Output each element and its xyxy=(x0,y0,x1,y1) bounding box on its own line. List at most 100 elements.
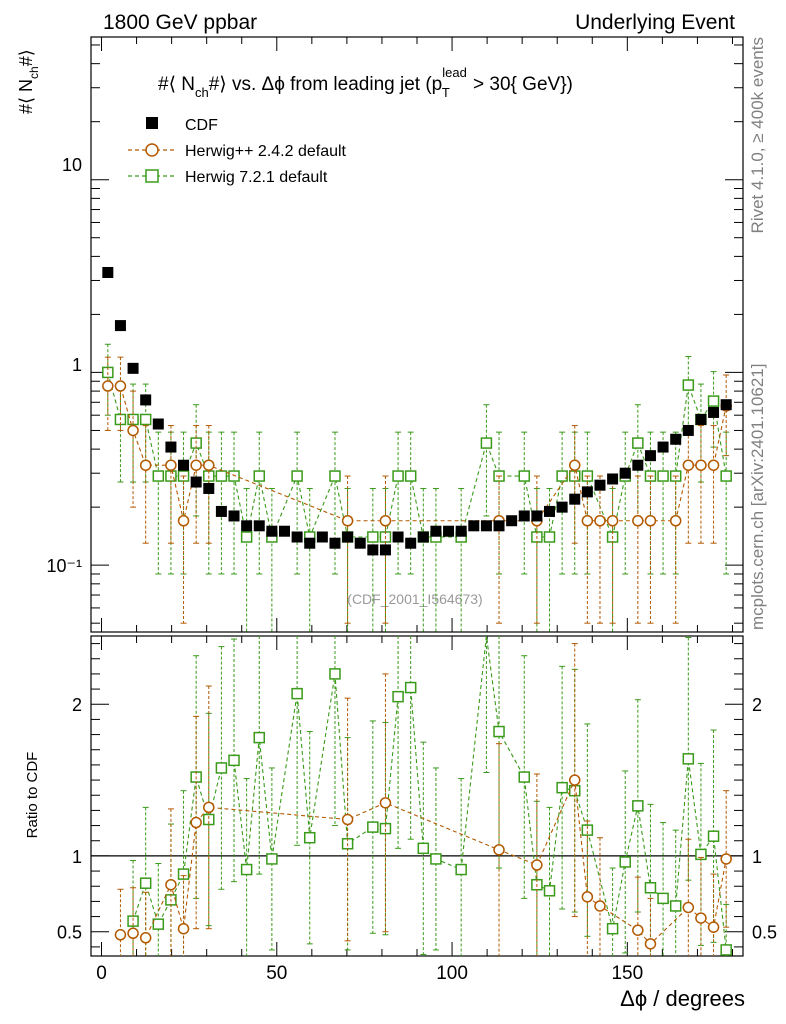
data-point-cdf-main xyxy=(228,510,240,522)
x-axis-label: Δϕ / degrees xyxy=(620,986,745,1011)
data-point-herwigpp-ratio xyxy=(127,927,139,940)
data-point-cdf-main xyxy=(720,399,732,411)
data-point-herwigpp-main xyxy=(341,514,354,527)
data-point-herwig7-main xyxy=(707,395,720,407)
ratio-y-tick-label-right: 0.5 xyxy=(752,923,777,943)
header-left-title: 1800 GeV ppbar xyxy=(103,11,257,34)
data-point-herwig7-main xyxy=(632,437,644,449)
data-point-herwigpp-main xyxy=(581,514,594,527)
data-point-cdf-main xyxy=(253,520,265,532)
data-point-cdf-main xyxy=(203,482,215,494)
series-herwigpp-ratio xyxy=(114,643,732,956)
data-point-cdf-main xyxy=(367,544,379,556)
data-point-herwig7-ratio xyxy=(417,842,430,855)
data-point-herwigpp-main xyxy=(707,459,720,471)
data-point-cdf-main xyxy=(241,520,253,532)
data-point-cdf-main xyxy=(531,510,543,522)
data-point-herwig7-main xyxy=(152,470,165,482)
data-point-herwigpp-main xyxy=(669,514,682,527)
series-line-herwig7-ratio xyxy=(132,635,727,950)
data-point-herwig7-main xyxy=(543,531,556,543)
data-point-cdf-main xyxy=(102,266,114,278)
data-point-cdf-main xyxy=(379,544,391,556)
data-point-herwig7-main xyxy=(556,470,568,482)
data-point-cdf-main xyxy=(316,531,328,543)
ratio-y-tick-label-right: 2 xyxy=(752,695,762,715)
data-point-herwigpp-ratio xyxy=(695,912,707,924)
data-point-herwigpp-main xyxy=(594,514,606,527)
data-point-herwig7-ratio xyxy=(543,885,556,897)
data-point-cdf-main xyxy=(619,467,631,479)
data-point-herwig7-ratio xyxy=(720,944,732,956)
data-point-herwig7-ratio xyxy=(152,918,165,930)
data-point-herwig7-ratio xyxy=(303,831,316,844)
ratio-y-tick-label: 1 xyxy=(72,847,82,867)
data-point-cdf-main xyxy=(569,493,581,505)
data-point-herwigpp-ratio xyxy=(379,797,392,809)
data-point-herwigpp-ratio xyxy=(581,891,594,903)
data-point-cdf-main xyxy=(682,424,694,436)
data-point-cdf-main xyxy=(581,486,593,498)
series-cdf-main xyxy=(102,266,732,556)
data-point-herwig7-ratio xyxy=(657,892,669,905)
data-point-cdf-main xyxy=(443,525,455,537)
data-point-herwigpp-ratio xyxy=(568,774,581,786)
data-point-cdf-main xyxy=(266,525,278,537)
data-point-cdf-main xyxy=(405,537,417,549)
data-point-herwigpp-ratio xyxy=(644,938,657,950)
data-point-cdf-main xyxy=(430,525,442,537)
data-point-cdf-main xyxy=(190,476,202,488)
data-point-herwigpp-ratio xyxy=(594,900,606,912)
series-line-herwigpp-ratio xyxy=(120,777,727,945)
ratio-y-axis-label: Ratio to CDF xyxy=(24,752,41,839)
data-point-herwig7-ratio xyxy=(669,900,682,912)
data-point-herwig7-ratio xyxy=(518,771,531,783)
data-point-herwigpp-main xyxy=(177,514,190,527)
data-point-herwigpp-main xyxy=(190,459,202,471)
data-point-cdf-main xyxy=(215,505,227,517)
data-point-cdf-main xyxy=(329,537,341,549)
data-point-cdf-main xyxy=(670,433,682,445)
data-point-herwigpp-ratio xyxy=(139,932,152,944)
data-point-herwig7-ratio xyxy=(266,853,278,865)
data-point-herwigpp-main xyxy=(114,380,127,392)
data-point-cdf-main xyxy=(127,362,139,374)
data-point-herwigpp-ratio xyxy=(707,921,720,933)
ratio-plot-series xyxy=(114,635,732,956)
y-tick-label-10: 10 xyxy=(62,155,82,175)
data-point-herwig7-main xyxy=(127,413,139,426)
legend-cdf-label: CDF xyxy=(185,117,218,134)
data-point-cdf-main xyxy=(392,531,404,543)
data-point-cdf-main xyxy=(493,520,505,532)
rivet-version-label: Rivet 4.1.0, ≥ 400k events xyxy=(748,37,767,233)
data-point-cdf-main xyxy=(468,520,480,532)
data-point-herwigpp-ratio xyxy=(682,901,695,914)
data-point-herwig7-ratio xyxy=(177,868,190,880)
series-herwig7-main xyxy=(102,343,732,632)
data-point-herwig7-main xyxy=(392,470,404,482)
data-point-herwigpp-ratio xyxy=(203,801,215,814)
header-right-title: Underlying Event xyxy=(575,11,735,34)
data-point-herwigpp-ratio xyxy=(531,859,543,871)
data-point-cdf-main xyxy=(708,406,720,418)
legend-herwigpp-label: Herwig++ 2.4.2 default xyxy=(185,143,347,160)
data-point-cdf-main xyxy=(657,441,669,453)
data-point-herwigpp-main xyxy=(695,459,707,471)
data-point-cdf-main xyxy=(607,473,619,485)
data-point-herwig7-ratio xyxy=(240,863,253,876)
main-y-axis-label: #⟨ Nch#⟩ xyxy=(16,49,41,114)
data-point-herwig7-ratio xyxy=(291,687,303,700)
data-point-cdf-main xyxy=(278,525,290,537)
ratio-plot-frame xyxy=(90,635,744,957)
data-point-herwig7-main xyxy=(215,470,228,482)
data-point-cdf-main xyxy=(291,531,303,543)
x-tick-label: 0 xyxy=(96,963,107,984)
ratio-y-tick-label-right: 1 xyxy=(752,847,762,867)
series-herwigpp-main xyxy=(102,356,732,624)
data-point-herwig7-ratio xyxy=(127,915,139,927)
data-point-herwig7-ratio xyxy=(581,824,594,836)
data-point-herwig7-ratio xyxy=(707,830,720,842)
series-herwig7-ratio xyxy=(127,635,732,956)
data-point-herwig7-ratio xyxy=(606,922,619,935)
